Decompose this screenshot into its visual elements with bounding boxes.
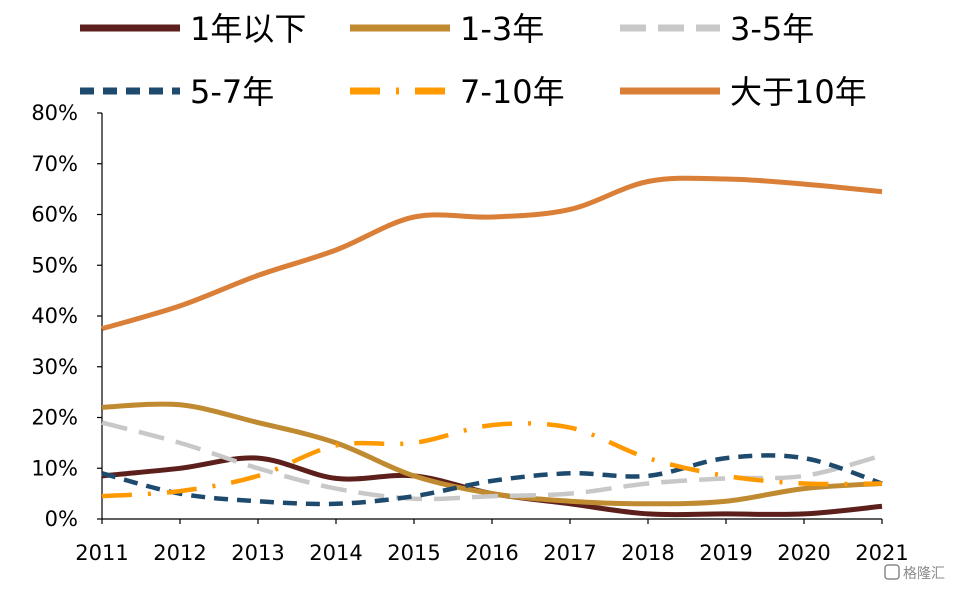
axes xyxy=(97,112,883,524)
legend-label-4: 5-7年 xyxy=(190,73,274,111)
y-tick-label: 20% xyxy=(31,406,78,430)
x-tick-label: 2019 xyxy=(699,541,752,565)
legend-label-6: 大于10年 xyxy=(730,73,867,111)
series-line-5 xyxy=(101,421,883,499)
x-tick-label: 2020 xyxy=(777,541,830,565)
legend-label-2: 1-3年 xyxy=(460,10,544,48)
y-tick-label: 0% xyxy=(45,507,78,531)
y-tick-label: 80% xyxy=(31,101,78,125)
x-tick-label: 2015 xyxy=(387,541,440,565)
x-axis-tick-labels: 2011 2012 2013 2014 2015 2016 2017 2018 2019 2020… xyxy=(75,541,908,565)
y-tick-label: 40% xyxy=(31,304,78,328)
y-tick-label: 10% xyxy=(31,456,78,480)
x-tick-label: 2021 xyxy=(855,541,908,565)
series-line-4 xyxy=(101,453,883,507)
x-tick-label: 2012 xyxy=(153,541,206,565)
series-line-2 xyxy=(101,401,883,507)
y-tick-label: 60% xyxy=(31,203,78,227)
x-tick-label: 2011 xyxy=(75,541,128,565)
x-tick-label: 2017 xyxy=(543,541,596,565)
x-tick-label: 2013 xyxy=(231,541,284,565)
x-tick-label: 2018 xyxy=(621,541,674,565)
y-tick-label: 50% xyxy=(31,253,78,277)
watermark-logo-icon xyxy=(884,564,900,580)
series-line-1 xyxy=(101,455,883,518)
legend: 1年以下 1-3年 3-5年 5-7年 7-10年 大于10年 xyxy=(80,10,867,111)
series-line-6 xyxy=(101,175,883,332)
series-lines xyxy=(101,175,883,518)
legend-label-1: 1年以下 xyxy=(190,10,306,48)
legend-label-5: 7-10年 xyxy=(460,73,565,111)
watermark-text: 格隆汇 xyxy=(903,566,945,582)
x-tick-label: 2014 xyxy=(309,541,362,565)
y-tick-label: 70% xyxy=(31,152,78,176)
y-tick-label: 30% xyxy=(31,355,78,379)
legend-label-3: 3-5年 xyxy=(730,10,814,48)
watermark: 格隆汇 xyxy=(884,564,945,582)
x-tick-label: 2016 xyxy=(465,541,518,565)
y-axis-tick-labels: 0% 10% 20% 30% 40% 50% 60% 70% 80% xyxy=(31,101,78,531)
